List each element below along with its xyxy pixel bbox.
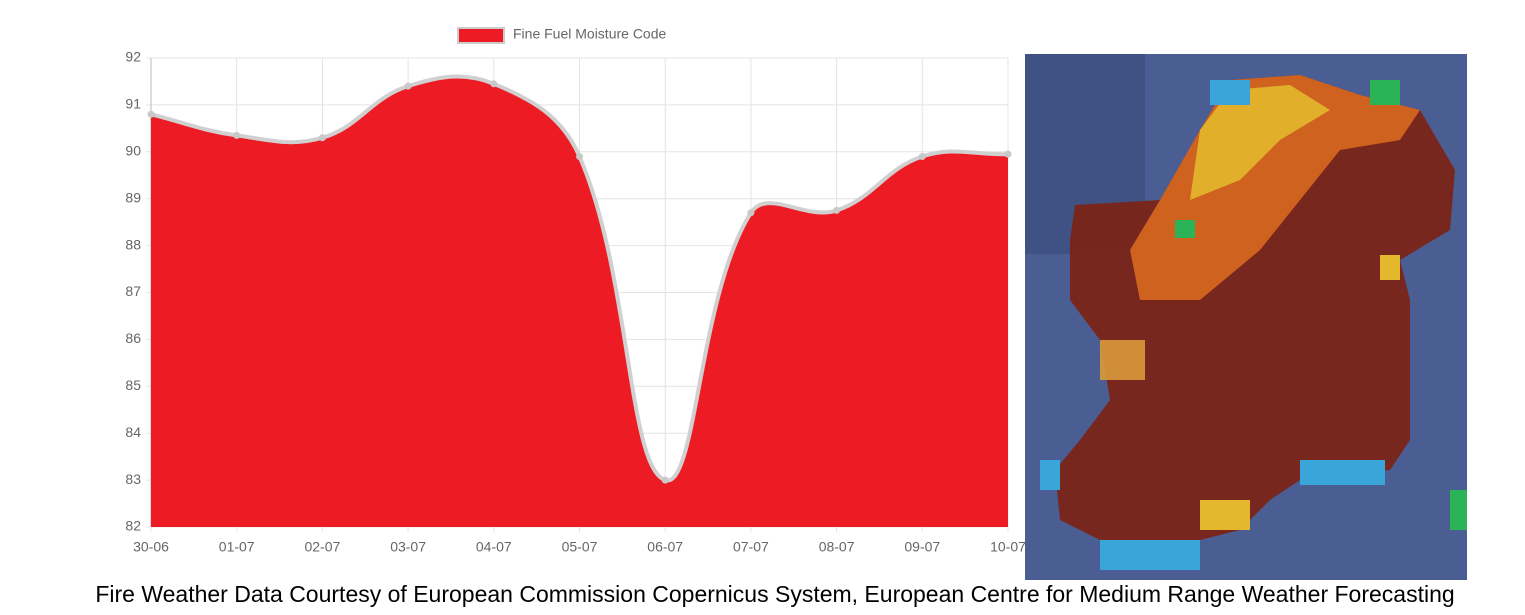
x-tick-label: 01-07 (219, 539, 255, 555)
point (404, 82, 412, 90)
x-tick-label: 08-07 (819, 539, 855, 555)
x-tick-label: 30-06 (133, 539, 169, 555)
map (1025, 54, 1467, 580)
legend-label: Fine Fuel Moisture Code (513, 26, 667, 42)
point (318, 134, 326, 142)
y-tick-label: 87 (125, 283, 141, 299)
legend-swatch (457, 27, 505, 44)
y-tick-label: 82 (125, 518, 141, 534)
y-tick-label: 89 (125, 189, 141, 205)
y-tick-label: 88 (125, 236, 141, 252)
point (233, 131, 241, 139)
y-tick-label: 85 (125, 377, 141, 393)
x-tick-label: 04-07 (476, 539, 512, 555)
y-tick-label: 92 (125, 49, 141, 65)
y-tick-label: 84 (125, 424, 141, 440)
x-tick-label: 02-07 (304, 539, 340, 555)
y-tick-label: 90 (125, 143, 141, 159)
caption: Fire Weather Data Courtesy of European C… (95, 581, 1454, 607)
point (576, 152, 583, 160)
point (918, 152, 926, 160)
x-tick-label: 09-07 (904, 539, 940, 555)
x-tick-label: 10-07 (990, 539, 1026, 555)
y-tick-label: 83 (125, 471, 141, 487)
x-tick-label: 05-07 (562, 539, 598, 555)
point (1004, 150, 1012, 158)
area (151, 76, 1008, 527)
y-tick-label: 86 (125, 330, 141, 346)
point (490, 80, 498, 88)
x-tick-label: 07-07 (733, 539, 769, 555)
x-tick-label: 03-07 (390, 539, 426, 555)
point (661, 476, 669, 484)
y-tick-label: 91 (125, 96, 141, 112)
x-tick-label: 06-07 (647, 539, 683, 555)
point (747, 209, 755, 217)
point (147, 110, 155, 118)
point (833, 206, 841, 214)
